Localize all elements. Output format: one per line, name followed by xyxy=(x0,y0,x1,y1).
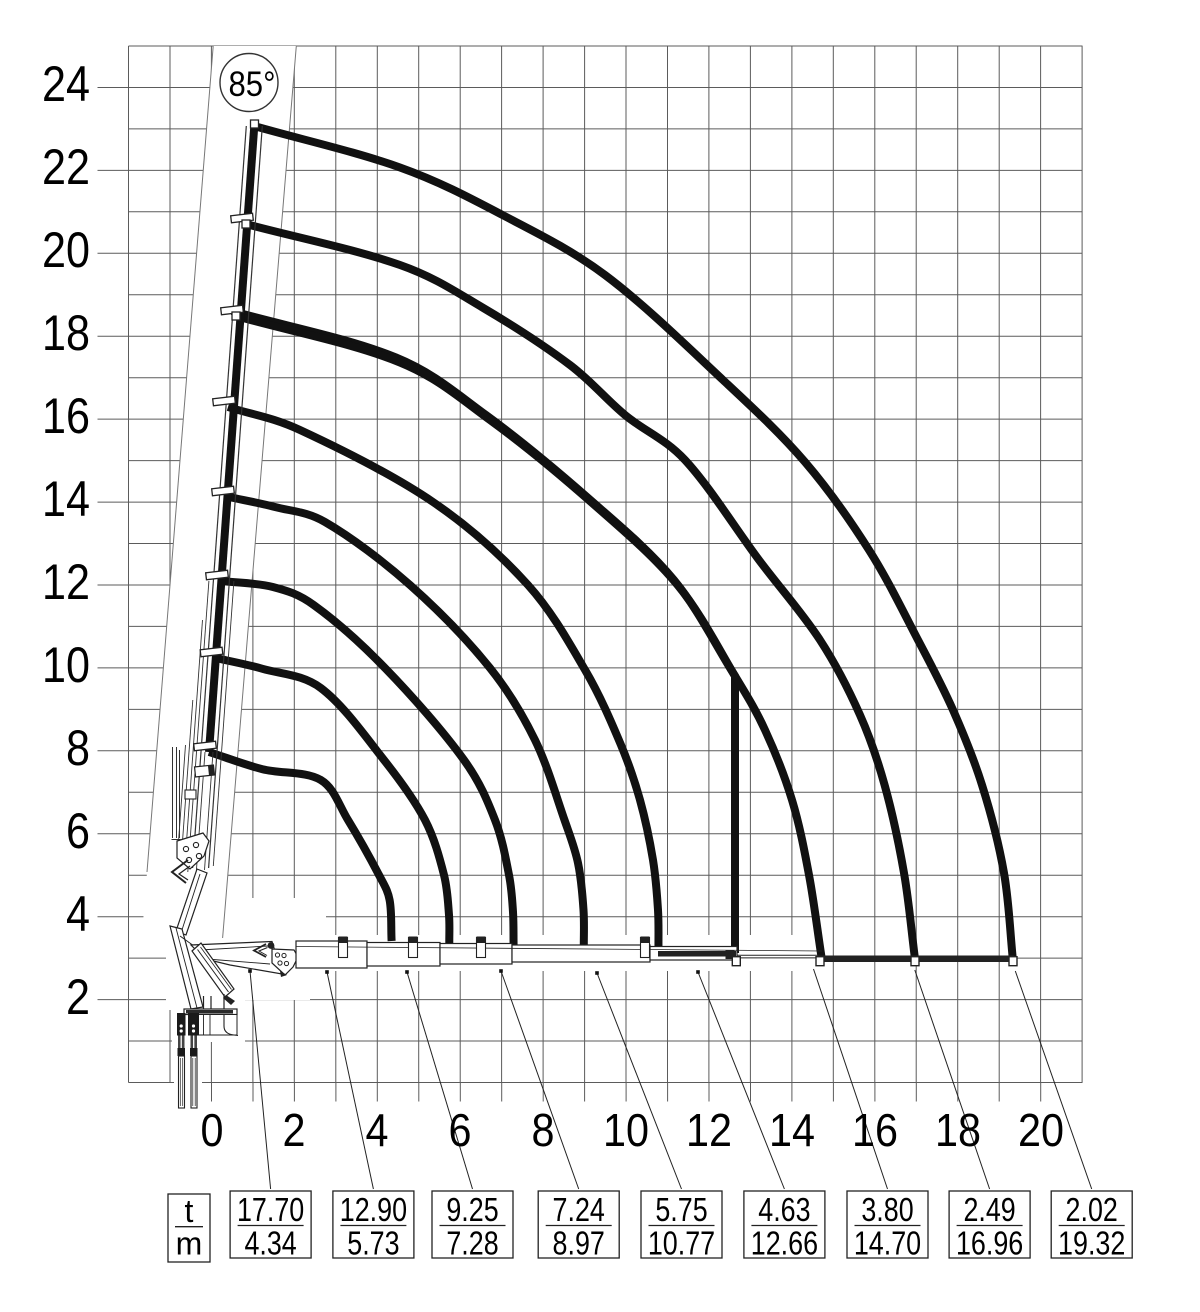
svg-text:16.96: 16.96 xyxy=(956,1225,1023,1262)
svg-text:5.73: 5.73 xyxy=(347,1225,399,1262)
svg-text:4.63: 4.63 xyxy=(758,1191,810,1228)
svg-text:6: 6 xyxy=(449,1104,472,1156)
svg-text:17.70: 17.70 xyxy=(237,1191,304,1228)
svg-text:7.24: 7.24 xyxy=(553,1191,605,1228)
svg-text:4.34: 4.34 xyxy=(244,1225,296,1262)
svg-text:10.77: 10.77 xyxy=(648,1225,715,1262)
svg-text:10: 10 xyxy=(42,637,90,693)
svg-text:20: 20 xyxy=(42,222,90,278)
svg-text:2: 2 xyxy=(66,969,90,1025)
svg-text:16: 16 xyxy=(42,388,90,444)
svg-text:4: 4 xyxy=(366,1104,389,1156)
svg-text:2.49: 2.49 xyxy=(963,1191,1015,1228)
svg-text:14: 14 xyxy=(42,471,90,527)
svg-text:19.32: 19.32 xyxy=(1058,1225,1125,1262)
svg-text:3.80: 3.80 xyxy=(861,1191,913,1228)
svg-text:10: 10 xyxy=(603,1104,649,1156)
svg-text:24: 24 xyxy=(42,56,90,112)
svg-text:8: 8 xyxy=(66,720,90,776)
svg-text:12: 12 xyxy=(42,554,90,610)
svg-text:18: 18 xyxy=(935,1104,981,1156)
svg-text:7.28: 7.28 xyxy=(446,1225,498,1262)
svg-text:2: 2 xyxy=(283,1104,306,1156)
svg-text:20: 20 xyxy=(1018,1104,1064,1156)
svg-text:2.02: 2.02 xyxy=(1066,1191,1118,1228)
svg-text:14.70: 14.70 xyxy=(854,1225,921,1262)
svg-text:m: m xyxy=(176,1226,203,1262)
svg-text:8: 8 xyxy=(532,1104,555,1156)
svg-text:t: t xyxy=(185,1193,194,1229)
svg-text:14: 14 xyxy=(769,1104,815,1156)
svg-text:0: 0 xyxy=(201,1104,224,1156)
svg-text:6: 6 xyxy=(66,803,90,859)
svg-text:4: 4 xyxy=(66,886,90,942)
svg-text:9.25: 9.25 xyxy=(446,1191,498,1228)
svg-text:8.97: 8.97 xyxy=(553,1225,605,1262)
svg-text:18: 18 xyxy=(42,305,90,361)
svg-text:12: 12 xyxy=(686,1104,732,1156)
svg-text:12.66: 12.66 xyxy=(751,1225,818,1262)
svg-text:85°: 85° xyxy=(229,65,276,104)
svg-text:22: 22 xyxy=(42,139,90,195)
svg-text:12.90: 12.90 xyxy=(340,1191,407,1228)
svg-text:5.75: 5.75 xyxy=(655,1191,707,1228)
svg-text:16: 16 xyxy=(852,1104,898,1156)
